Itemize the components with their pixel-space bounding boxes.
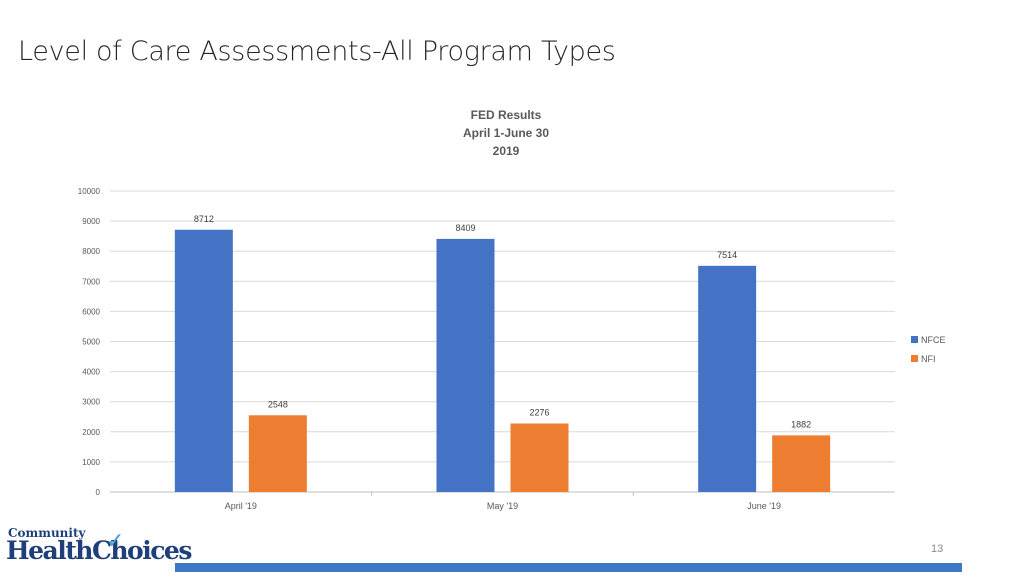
chart-title-line: 2019: [493, 144, 520, 158]
bar-nfce: [174, 229, 233, 492]
slide-title: Level of Care Assessments-All Program Ty…: [18, 36, 616, 67]
logo-line-community: Community: [8, 526, 86, 540]
y-tick-label: 9000: [82, 217, 100, 226]
legend: NFCE NFI: [911, 335, 946, 364]
y-tick-label: 6000: [82, 307, 100, 316]
y-tick-label: 8000: [82, 247, 100, 256]
data-label: 8409: [455, 223, 475, 233]
legend-swatch: [911, 355, 918, 362]
x-axis-ticks: April '19 May '19 June '19: [225, 492, 781, 511]
data-label: 1882: [791, 419, 811, 429]
data-label: 2548: [268, 399, 288, 409]
y-tick-label: 7000: [82, 277, 100, 286]
footer-bar: [175, 563, 962, 572]
bars: [174, 229, 831, 492]
legend-label: NFI: [921, 354, 936, 364]
y-axis-ticks: 0 1000 2000 3000 4000 5000 6000 7000 8000 9000 100…: [78, 187, 101, 497]
logo-line-healthchoices: HealthChoices: [6, 536, 192, 565]
data-labels: 8712 2548 8409 2276 7514 1882: [194, 214, 811, 430]
chart-title: FED Results April 1-June 30 2019: [463, 108, 549, 158]
logo-swoosh-icon: ✓: [106, 528, 125, 553]
data-label: 7514: [717, 250, 737, 260]
y-tick-label: 0: [96, 488, 101, 497]
y-tick-label: 1000: [82, 458, 100, 467]
page-number: 13: [931, 543, 944, 555]
y-tick-label: 2000: [82, 428, 100, 437]
community-healthchoices-logo: Community HealthChoices ✓: [6, 526, 192, 574]
data-label: 8712: [194, 214, 214, 224]
chart-title-line: April 1-June 30: [463, 126, 549, 140]
x-tick-label: April '19: [225, 501, 257, 511]
y-tick-label: 10000: [78, 187, 101, 196]
bar-nfi: [510, 423, 569, 492]
bar-nfce: [436, 238, 495, 492]
x-tick-label: June '19: [747, 501, 781, 511]
bar-nfi: [772, 435, 831, 492]
bar-nfi: [248, 415, 307, 492]
y-tick-label: 3000: [82, 398, 100, 407]
chart-title-line: FED Results: [471, 108, 542, 122]
y-tick-label: 4000: [82, 368, 100, 377]
gridlines: [110, 190, 895, 493]
bar-chart: FED Results April 1-June 30 2019 0 1000 2000…: [78, 108, 946, 511]
bar-nfce: [698, 265, 757, 492]
legend-swatch: [911, 336, 918, 343]
y-tick-label: 5000: [82, 338, 100, 347]
legend-label: NFCE: [921, 335, 946, 345]
data-label: 2276: [529, 407, 549, 417]
x-tick-label: May '19: [487, 501, 518, 511]
